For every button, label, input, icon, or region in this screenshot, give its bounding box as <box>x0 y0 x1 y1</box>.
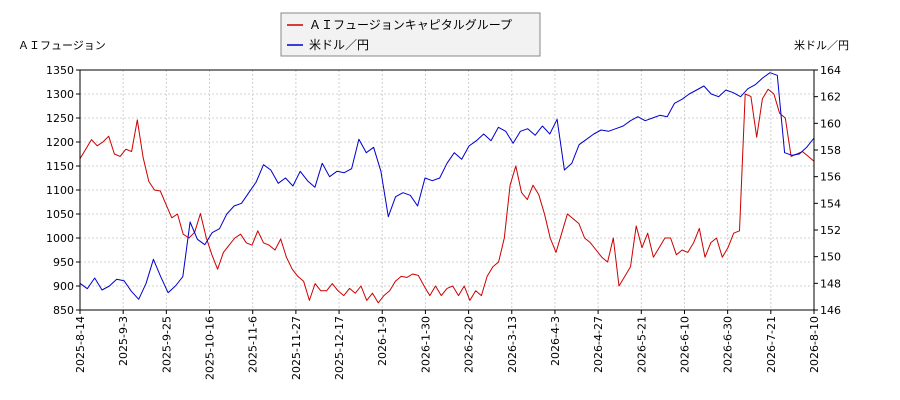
x-tick-label: 2025-11-27 <box>290 316 303 380</box>
x-tick-label: 2025-11-6 <box>247 316 260 373</box>
right-tick-label: 156 <box>820 171 841 184</box>
x-tick-label: 2026-4-27 <box>592 316 605 373</box>
right-tick-label: 150 <box>820 251 841 264</box>
right-tick-label: 146 <box>820 304 841 317</box>
left-tick-label: 1200 <box>46 136 74 149</box>
x-tick-label: 2025-9-25 <box>160 316 173 373</box>
x-tick-label: 2026-1-30 <box>419 316 432 373</box>
x-tick-label: 2025-9-3 <box>117 316 130 366</box>
x-tick-label: 2026-8-10 <box>808 316 821 373</box>
plot-frame <box>79 69 815 311</box>
right-tick-label: 148 <box>820 277 841 290</box>
x-tick-label: 2026-6-10 <box>678 316 691 373</box>
x-tick-label: 2025-10-16 <box>204 316 217 380</box>
left-tick-label: 950 <box>53 256 74 269</box>
x-tick-label: 2026-3-13 <box>506 316 519 373</box>
left-tick-label: 1150 <box>46 160 74 173</box>
left-axis-title: ＡＩフュージョン <box>18 39 106 52</box>
left-tick-label: 1100 <box>46 184 74 197</box>
legend: ＡＩフュージョンキャピタルグループ 米ドル／円 <box>280 12 541 57</box>
left-tick-label: 850 <box>53 304 74 317</box>
right-tick-label: 162 <box>820 91 841 104</box>
x-tick-label: 2026-5-21 <box>635 316 648 373</box>
x-tick-label: 2026-4-3 <box>549 316 562 366</box>
left-tick-label: 1250 <box>46 112 74 125</box>
right-tick-label: 164 <box>820 64 841 77</box>
x-tick-label: 2025-8-14 <box>74 316 87 373</box>
legend-entry-stock: ＡＩフュージョンキャピタルグループ <box>309 18 512 32</box>
left-tick-label: 1350 <box>46 64 74 77</box>
right-tick-label: 158 <box>820 144 841 157</box>
series-line-1 <box>79 72 815 300</box>
x-tick-label: 2026-6-30 <box>722 316 735 373</box>
right-tick-label: 152 <box>820 224 841 237</box>
grid <box>79 69 815 311</box>
x-axis: 2025-8-14 2025-9-3 2025-9-25 2025-10-16 2025… <box>74 310 821 380</box>
x-tick-label: 2025-12-17 <box>333 316 346 380</box>
x-tick-label: 2026-1-9 <box>376 316 389 366</box>
series-line-0 <box>79 88 815 304</box>
legend-box <box>280 12 541 57</box>
right-axis: 146 148 150 152 154 156 158 160 162 164 <box>814 64 841 317</box>
legend-entry-usdjpy: 米ドル／円 <box>309 38 369 52</box>
left-tick-label: 1300 <box>46 88 74 101</box>
left-axis: 850 900 950 1000 1050 1100 1150 1200 1250 1300 135… <box>46 64 80 317</box>
right-tick-label: 160 <box>820 117 841 130</box>
left-tick-label: 1050 <box>46 208 74 221</box>
right-axis-title: 米ドル／円 <box>794 39 849 52</box>
left-tick-label: 900 <box>53 280 74 293</box>
right-tick-label: 154 <box>820 197 841 210</box>
x-tick-label: 2026-2-20 <box>463 316 476 373</box>
series-layer <box>79 72 815 304</box>
x-tick-label: 2026-7-21 <box>765 316 778 373</box>
left-tick-label: 1000 <box>46 232 74 245</box>
